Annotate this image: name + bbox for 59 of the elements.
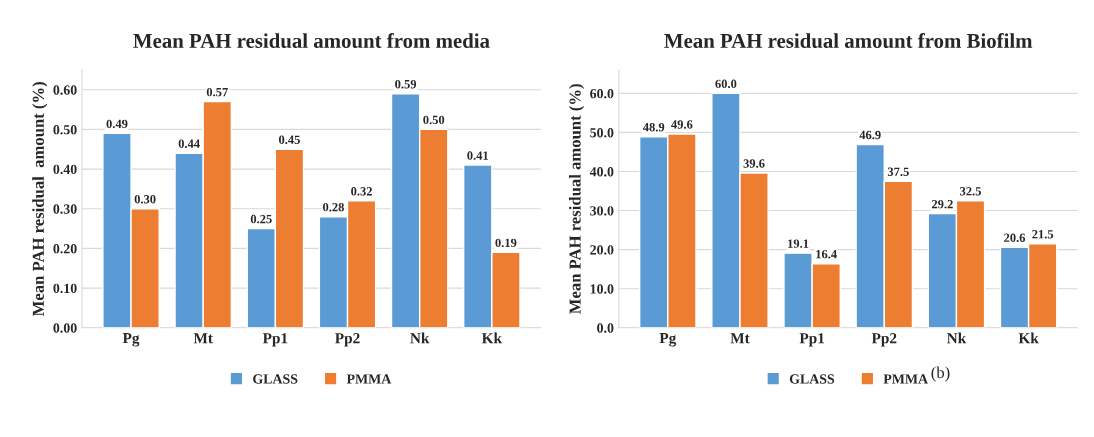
data-label: 0.45 xyxy=(278,135,300,144)
y-tick-label: 0.10 xyxy=(53,283,77,294)
y-tick-label: 0.30 xyxy=(53,204,77,214)
y-tick-label: 50.0 xyxy=(590,128,614,138)
y-tick-label: 0.60 xyxy=(53,85,77,95)
y-tick-label: 30.0 xyxy=(590,206,614,216)
data-label: 0.49 xyxy=(106,119,128,129)
data-label: 0.50 xyxy=(423,115,445,125)
x-tick-label: Pp2 xyxy=(335,333,360,347)
y-tick-label: 0.40 xyxy=(53,164,77,175)
data-label: 37.5 xyxy=(887,167,909,176)
x-tick-label: Nk xyxy=(946,332,967,344)
data-label: 0.19 xyxy=(495,238,517,248)
data-label: 0.28 xyxy=(322,202,344,212)
x-tick-label: Mt xyxy=(193,333,213,344)
data-label: 60.0 xyxy=(715,79,737,89)
y-tick-label: 0.0 xyxy=(597,323,614,333)
data-label: 46.9 xyxy=(859,130,881,140)
data-label: 16.4 xyxy=(816,249,837,259)
y-axis-title: Mean PAH residual amount (%) xyxy=(32,82,48,317)
legend-label: PMMA xyxy=(883,374,928,384)
y-tick-label: 0.20 xyxy=(53,244,77,254)
data-label: 20.6 xyxy=(1004,233,1026,243)
y-tick-label: 0.00 xyxy=(53,323,77,333)
x-tick-label: Pg xyxy=(122,333,140,347)
text: (b) xyxy=(931,366,950,382)
legend-label: PMMA xyxy=(346,374,392,384)
legend-label: GLASS xyxy=(253,374,298,384)
data-label: 48.9 xyxy=(642,122,665,132)
legend-label: GLASS xyxy=(789,374,835,384)
x-tick-label: Pg xyxy=(659,333,677,347)
data-label: 0.57 xyxy=(206,87,228,97)
x-tick-label: Mt xyxy=(730,333,750,344)
y-tick-label: 0.50 xyxy=(53,125,77,135)
y-tick-label: 40.0 xyxy=(589,167,614,177)
data-label: 0.32 xyxy=(351,187,372,196)
chart-title: Mean PAH residual amount from media xyxy=(133,33,490,48)
data-label: 0.59 xyxy=(395,79,417,89)
y-tick-label: 20.0 xyxy=(590,245,614,255)
y-tick-label: 10.0 xyxy=(590,284,614,294)
data-label: 0.30 xyxy=(134,195,156,204)
data-label: 32.5 xyxy=(960,187,981,196)
x-tick-label: Pp1 xyxy=(262,333,288,347)
x-tick-label: Kk xyxy=(1018,332,1039,344)
data-label: 19.1 xyxy=(788,239,809,248)
data-label: 21.5 xyxy=(1032,230,1054,239)
data-label: 29.2 xyxy=(931,199,953,209)
x-tick-label: Pp2 xyxy=(871,333,897,347)
y-tick-label: 60.0 xyxy=(590,88,614,99)
data-label: 49.6 xyxy=(671,120,693,129)
x-tick-label: Nk xyxy=(410,332,430,344)
chart-title: Mean PAH residual amount from Biofilm xyxy=(664,33,1033,48)
y-axis-title: Mean PAH residual amount (%) xyxy=(568,84,585,314)
data-label: 0.44 xyxy=(178,139,200,148)
data-label: 39.6 xyxy=(743,159,765,168)
data-label: 0.25 xyxy=(250,214,272,224)
x-tick-label: Kk xyxy=(481,332,502,344)
data-label: 0.41 xyxy=(467,151,489,160)
x-tick-label: Pp1 xyxy=(799,333,825,347)
